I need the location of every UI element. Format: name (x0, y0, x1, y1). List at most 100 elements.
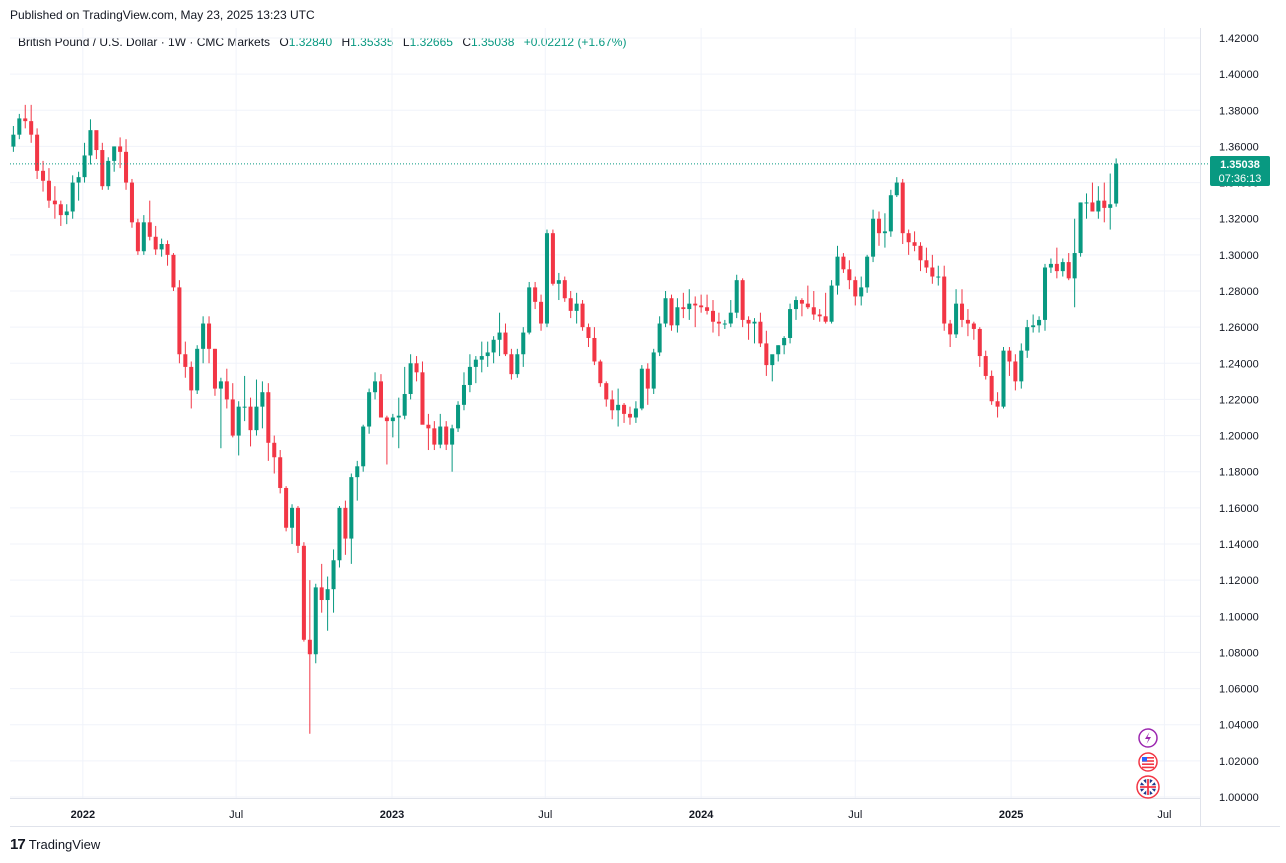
candle (52, 186, 57, 219)
candle (989, 370, 994, 405)
footer-brand[interactable]: 17 TradingView (10, 836, 100, 853)
lightning-icon[interactable] (1138, 728, 1158, 748)
candle (1084, 193, 1089, 219)
x-tick-label: 2024 (689, 809, 714, 821)
candle (936, 265, 941, 286)
candle (1001, 347, 1006, 409)
candle (1114, 158, 1119, 207)
candle (337, 506, 342, 568)
candle (224, 368, 229, 409)
candle (355, 460, 360, 501)
candle (894, 177, 899, 198)
y-tick-label: 1.06000 (1219, 684, 1259, 696)
candle (663, 291, 668, 328)
x-tick-label: 2022 (71, 809, 95, 821)
y-tick-label: 1.08000 (1219, 647, 1259, 659)
candle (349, 473, 354, 564)
candle (627, 406, 633, 425)
candle (112, 146, 117, 172)
candle (657, 316, 662, 357)
candle (710, 300, 716, 333)
price-axis[interactable]: 1.420001.400001.380001.360001.340001.320… (1219, 33, 1259, 804)
candle (782, 336, 787, 355)
candle (651, 348, 656, 395)
candle (331, 549, 336, 613)
candle (218, 377, 223, 449)
candle (977, 327, 982, 367)
tradingview-logo-icon: 17 (10, 836, 26, 853)
candle (100, 142, 105, 190)
candle (212, 348, 217, 396)
x-tick-label: Jul (848, 809, 862, 821)
candle (847, 260, 852, 290)
candle (959, 289, 965, 328)
candle (1042, 263, 1048, 331)
candle (456, 401, 461, 432)
candle (527, 281, 532, 335)
candle (616, 388, 621, 427)
candle (503, 323, 508, 357)
candle (153, 225, 158, 255)
candle (716, 312, 721, 337)
candle (438, 413, 443, 449)
candle (497, 312, 502, 357)
candle (669, 294, 674, 331)
candle (461, 372, 466, 411)
published-header: Published on TradingView.com, May 23, 20… (10, 8, 315, 22)
high-label: H (341, 35, 351, 49)
candle (533, 281, 538, 310)
candle (610, 390, 615, 420)
grid-lines (10, 28, 1280, 827)
candle (195, 345, 200, 395)
candle (1066, 253, 1071, 281)
y-tick-label: 1.28000 (1219, 286, 1259, 298)
y-tick-label: 1.24000 (1219, 358, 1259, 370)
uk-flag-icon[interactable] (1136, 775, 1160, 799)
candle (141, 215, 146, 255)
candle (758, 312, 763, 348)
candle (948, 319, 953, 348)
candle (1013, 354, 1018, 391)
candle (230, 383, 235, 438)
candle (995, 392, 1000, 418)
candle (313, 583, 318, 664)
candle (1072, 218, 1077, 308)
candle (17, 113, 22, 140)
candle (378, 374, 383, 418)
candle (1060, 258, 1065, 277)
candle (307, 580, 312, 734)
candle (835, 245, 840, 295)
candle (171, 253, 176, 291)
candle (971, 321, 976, 340)
last-price-value: 1.35038 (1220, 159, 1260, 171)
candle (325, 576, 330, 631)
candle (876, 211, 882, 246)
y-tick-label: 1.20000 (1219, 431, 1259, 443)
candle (444, 421, 449, 451)
us-flag-icon[interactable] (1138, 752, 1158, 772)
candle (159, 238, 164, 257)
candle (728, 300, 733, 328)
y-tick-label: 1.18000 (1219, 467, 1259, 479)
candles-layer (11, 104, 1119, 734)
candle (1048, 258, 1053, 273)
x-tick-label: Jul (229, 809, 243, 821)
candle (183, 341, 188, 378)
candle (408, 354, 413, 400)
candle (598, 359, 603, 387)
candle (1037, 316, 1042, 333)
candle (1078, 202, 1083, 257)
x-tick-label: Jul (1157, 809, 1171, 821)
candle (586, 323, 591, 348)
candle (343, 500, 348, 555)
candle (11, 126, 16, 152)
bar-countdown: 07:36:13 (1219, 173, 1262, 185)
candle (521, 327, 526, 367)
time-axis[interactable]: 2022 Jul 2023 Jul 2024 Jul 2025 Jul (71, 809, 1172, 821)
candle (865, 254, 870, 293)
candle (829, 280, 834, 324)
candle (805, 285, 810, 310)
x-tick-label: Jul (538, 809, 552, 821)
y-tick-label: 1.22000 (1219, 394, 1259, 406)
